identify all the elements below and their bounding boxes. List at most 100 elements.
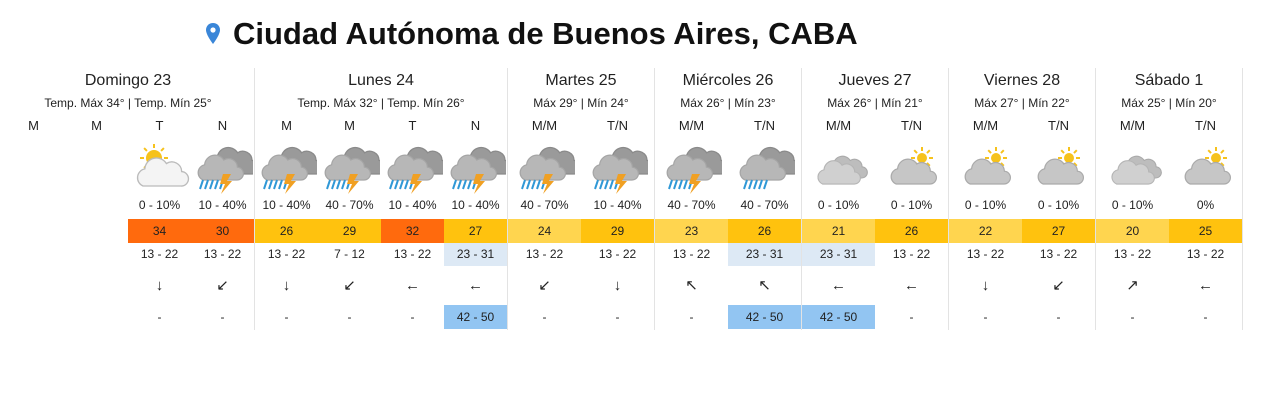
temperature: 29: [318, 219, 381, 243]
temperature: 26: [255, 219, 318, 243]
temperature: 21: [802, 219, 875, 243]
pin-shape: [206, 23, 220, 44]
wind-direction: ←: [468, 277, 483, 294]
icon-part: [752, 179, 758, 190]
temp-range: 13 - 22: [598, 247, 637, 261]
weather-icon: [592, 146, 648, 194]
temp-range: 13 - 22: [203, 247, 242, 261]
period-label: N: [217, 118, 228, 133]
day-name: Viernes 28: [983, 72, 1061, 89]
weather-icon: [519, 146, 575, 194]
icon-part: [964, 158, 1011, 185]
weather-icon: [666, 146, 722, 194]
temperature: 25: [1169, 219, 1242, 243]
period-label: T/N: [901, 118, 922, 133]
temp-range: 13 - 22: [966, 247, 1005, 261]
temp-range: 7 - 12: [334, 247, 365, 261]
weather-icon: [136, 144, 189, 187]
temp-range: 13 - 22: [393, 247, 432, 261]
icon-part: [519, 154, 566, 181]
precipitation: 0 - 10%: [817, 198, 860, 212]
icon-part: [990, 153, 1001, 163]
icon-part: [519, 154, 566, 181]
icon-part: [1037, 158, 1084, 185]
icon-part: [688, 174, 701, 194]
icon-part: [608, 179, 614, 190]
day-temps: Máx 27° | Mín 22°: [974, 96, 1070, 110]
icon-part: [324, 154, 371, 181]
icon-part: [267, 179, 273, 190]
temp-range: 23 - 31: [802, 243, 875, 266]
day-name: Lunes 24: [348, 72, 414, 89]
icon-part: [672, 179, 678, 190]
icon-part: [136, 157, 189, 187]
icon-part: [1110, 160, 1155, 185]
icon-part: [451, 179, 457, 190]
day-separator: [1095, 68, 1096, 330]
day-separator: [801, 68, 802, 330]
icon-part: [335, 179, 341, 190]
icon-part: [592, 154, 639, 181]
temperature: 27: [1022, 219, 1095, 243]
pin-dot: [210, 27, 216, 33]
icon-part: [1184, 158, 1231, 185]
temperature: 26: [728, 219, 801, 243]
temp-range: 23 - 31: [728, 243, 801, 266]
precipitation: 10 - 40%: [262, 198, 311, 212]
temp-range: 13 - 22: [140, 247, 179, 261]
weather-icon: [450, 146, 506, 194]
header: Ciudad Autónoma de Buenos Aires, CABA: [205, 14, 858, 54]
icon-part: [592, 154, 639, 181]
title: Ciudad Autónoma de Buenos Aires, CABA: [233, 16, 858, 51]
icon-part: [324, 154, 371, 181]
wind-direction: ↖: [758, 277, 771, 294]
icon-part: [330, 179, 336, 190]
temperature: 34: [128, 219, 191, 243]
weather-icon: [890, 147, 937, 185]
icon-part: [535, 179, 541, 190]
location-pin: [206, 23, 220, 44]
icon-part: [1060, 149, 1065, 154]
icon-part: [409, 174, 422, 194]
temp-range: 13 - 22: [1039, 247, 1078, 261]
temp-range: 13 - 22: [1113, 247, 1152, 261]
precipitation: 0 - 10%: [138, 198, 181, 212]
icon-part: [403, 179, 409, 190]
period-label: T: [408, 118, 417, 133]
weather-icon: [1037, 147, 1084, 185]
wind-direction: ←: [1198, 277, 1213, 294]
icon-part: [530, 179, 536, 190]
icon-part: [999, 149, 1004, 154]
wind-gust: -: [909, 310, 914, 324]
icon-part: [393, 179, 399, 190]
icon-part: [682, 179, 688, 190]
icon-part: [398, 179, 404, 190]
icon-part: [388, 179, 394, 190]
period-label: M: [91, 118, 102, 133]
icon-part: [964, 158, 1011, 185]
temperature: 29: [581, 219, 654, 243]
icon-part: [213, 179, 219, 190]
icon-part: [1210, 153, 1221, 163]
icon-part: [142, 147, 148, 152]
temperature: 24: [508, 219, 581, 243]
icon-part: [450, 154, 497, 181]
icon-part: [387, 154, 434, 181]
day-separator: [507, 68, 508, 330]
icon-part: [677, 179, 683, 190]
weather-icon: [739, 146, 795, 190]
temp-range: 13 - 22: [1186, 247, 1225, 261]
icon-part: [159, 147, 165, 152]
day-separator: [948, 68, 949, 330]
wind-direction: ↓: [282, 277, 291, 294]
wind-gust: -: [157, 310, 162, 324]
temp-range: 13 - 22: [267, 247, 306, 261]
precipitation: 0 - 10%: [1111, 198, 1154, 212]
icon-part: [916, 153, 927, 163]
weather-icon: [261, 146, 317, 194]
icon-part: [925, 162, 930, 167]
icon-part: [261, 154, 308, 181]
wind-direction: ↓: [981, 277, 990, 294]
weather-icon: [964, 147, 1011, 185]
